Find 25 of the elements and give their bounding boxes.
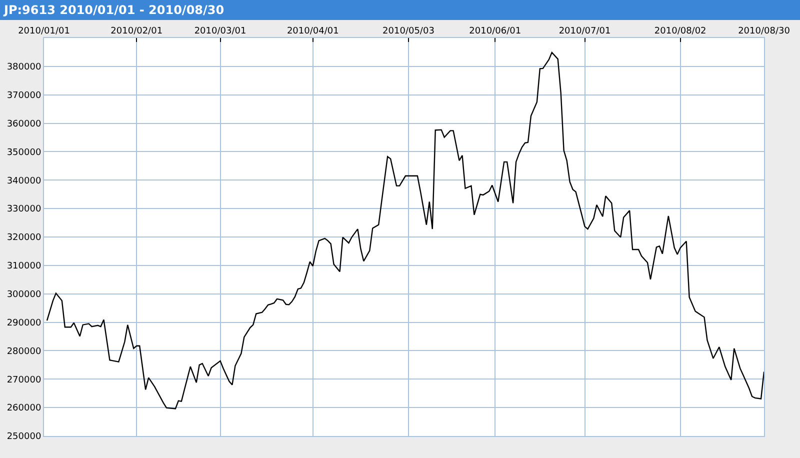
y-tick-label: 360000 (6, 119, 42, 130)
x-tick-label: 2010/04/01 (286, 26, 339, 36)
x-tick-label: 2010/05/03 (382, 26, 434, 36)
y-tick-label: 370000 (6, 91, 42, 102)
x-tick-label: 2010/07/01 (558, 26, 611, 36)
chart-title: JP:9613 2010/01/01 - 2010/08/30 (0, 0, 800, 20)
y-tick-label: 330000 (6, 204, 42, 215)
x-tick-label: 2010/01/01 (18, 26, 70, 36)
y-tick-label: 380000 (6, 62, 42, 73)
x-tick-label: 2010/02/01 (110, 26, 163, 36)
y-tick-label: 340000 (6, 176, 42, 186)
x-tick-label: 2010/08/02 (654, 26, 706, 36)
x-tick-label: 2010/03/01 (194, 26, 246, 36)
y-tick-label: 310000 (6, 262, 42, 272)
y-tick-label: 270000 (6, 375, 42, 386)
line-series (46, 52, 764, 410)
y-tick-label: 260000 (6, 404, 42, 414)
x-tick-label: 2010/06/01 (469, 26, 522, 36)
y-tick-label: 300000 (6, 290, 42, 300)
y-tick-label: 320000 (6, 233, 42, 244)
y-tick-label: 290000 (6, 318, 42, 328)
y-tick-label: 280000 (6, 346, 42, 357)
x-tick-label: 2010/08/30 (738, 26, 790, 36)
y-tick-label: 350000 (6, 148, 42, 158)
y-tick-label: 250000 (6, 432, 42, 442)
